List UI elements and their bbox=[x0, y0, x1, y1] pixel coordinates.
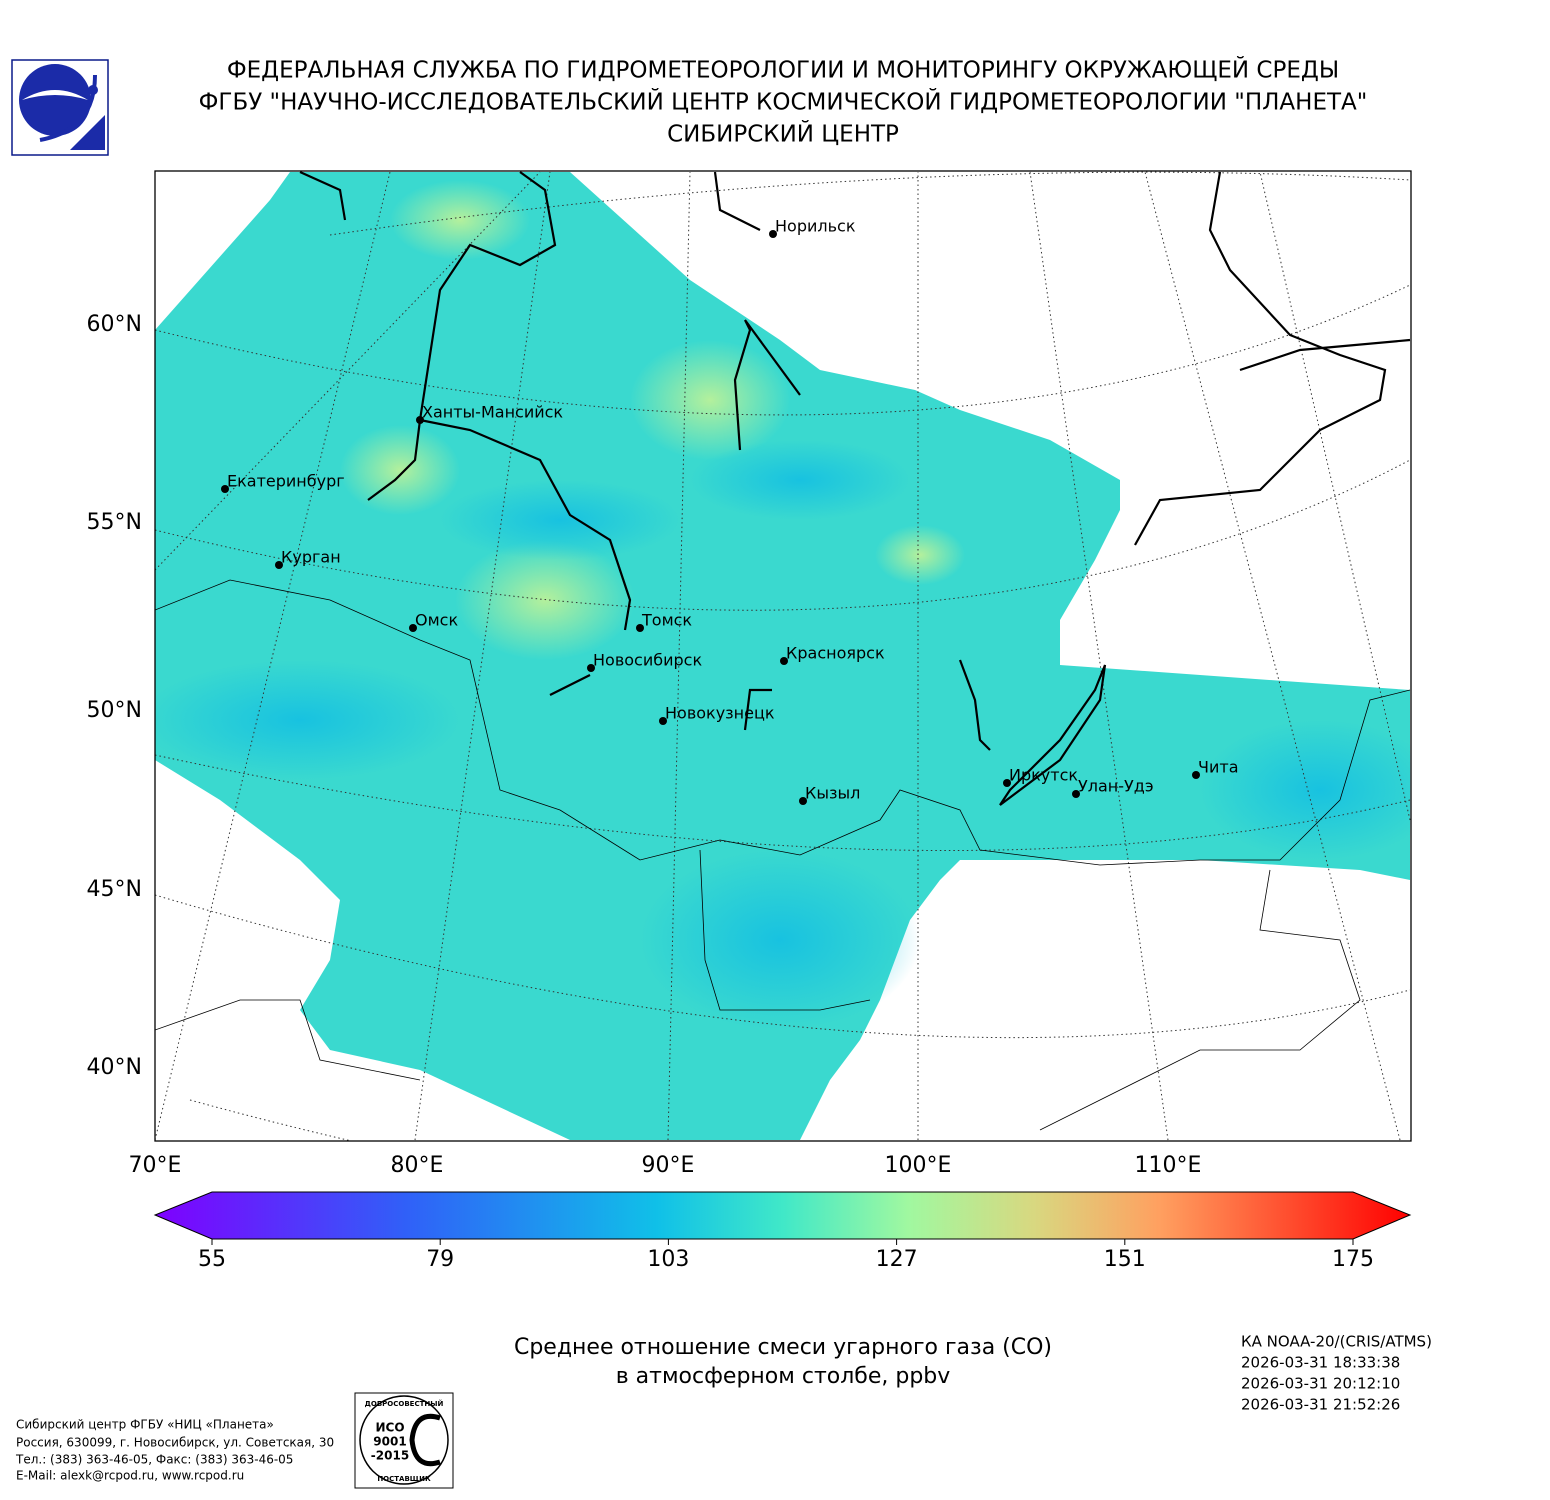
coastlines bbox=[299, 171, 1411, 806]
city-dot bbox=[221, 485, 229, 493]
lat-label: 55°N bbox=[87, 510, 142, 535]
city-label: Чита bbox=[1198, 758, 1239, 777]
colorbar-tick-label: 127 bbox=[876, 1247, 918, 1272]
iso-text: ДОБРОСОВЕСТНЫЙ bbox=[365, 1399, 444, 1408]
header-line: ФЕДЕРАЛЬНАЯ СЛУЖБА ПО ГИДРОМЕТЕОРОЛОГИИ … bbox=[227, 56, 1339, 84]
iso-text: -2015 bbox=[371, 1449, 409, 1463]
footer-line: Россия, 630099, г. Новосибирск, ул. Сове… bbox=[16, 1436, 334, 1450]
header-line: СИБИРСКИЙ ЦЕНТР bbox=[667, 120, 899, 148]
iso-text: ИСО bbox=[375, 1421, 404, 1435]
city-dot bbox=[769, 230, 777, 238]
co-field bbox=[155, 172, 1410, 1140]
iso-logo bbox=[354, 1392, 454, 1489]
colorbar-tick-label: 55 bbox=[198, 1247, 226, 1272]
city-label: Омск bbox=[415, 611, 458, 630]
colorbar-tick-label: 103 bbox=[647, 1247, 689, 1272]
satellite-info: КА NOAA-20/(CRIS/ATMS) bbox=[1241, 1333, 1432, 1351]
city-dot bbox=[587, 664, 595, 672]
city-dot bbox=[799, 797, 807, 805]
city-label: Новосибирск bbox=[593, 651, 702, 670]
satellite-info: 2026-03-31 21:52:26 bbox=[1241, 1396, 1400, 1414]
city-dot bbox=[636, 624, 644, 632]
city-dot bbox=[1192, 771, 1200, 779]
borders bbox=[155, 579, 1411, 1131]
city-label: Кызыл bbox=[805, 784, 860, 803]
map-area: Норильск Ханты-Мансийск Екатеринбург Курган… bbox=[155, 171, 1411, 1141]
satellite-info: 2026-03-31 18:33:38 bbox=[1241, 1354, 1400, 1372]
satellite-info: 2026-03-31 20:12:10 bbox=[1241, 1375, 1400, 1393]
colorbar-tick-label: 175 bbox=[1332, 1247, 1374, 1272]
city-label: Ханты-Мансийск bbox=[422, 403, 563, 422]
lat-label: 50°N bbox=[87, 698, 142, 723]
city-label: Екатеринбург bbox=[227, 472, 345, 491]
lat-label: 60°N bbox=[87, 312, 142, 337]
city-label: Иркутск bbox=[1009, 766, 1078, 785]
lon-label: 70°E bbox=[129, 1153, 182, 1178]
lat-label: 45°N bbox=[87, 877, 142, 902]
footer-line: E-Mail: alexk@rcpod.ru, www.rcpod.ru bbox=[16, 1469, 244, 1483]
city-label: Курган bbox=[281, 548, 341, 567]
city-dot bbox=[409, 624, 417, 632]
footer-line: Сибирский центр ФГБУ «НИЦ «Планета» bbox=[16, 1418, 274, 1432]
iso-text: 9001 bbox=[373, 1435, 406, 1449]
city-label: Норильск bbox=[775, 217, 856, 236]
lon-label: 90°E bbox=[642, 1153, 695, 1178]
graticule bbox=[155, 171, 1411, 1141]
colorbar-tick-label: 79 bbox=[426, 1247, 454, 1272]
city-label: Улан-Удэ bbox=[1078, 777, 1154, 796]
city-label: Томск bbox=[641, 611, 692, 630]
city-label: Красноярск bbox=[786, 644, 885, 663]
caption: Среднее отношение смеси угарного газа (C… bbox=[514, 1335, 1052, 1360]
city-dot bbox=[416, 416, 424, 424]
logo bbox=[11, 59, 109, 156]
city-label: Новокузнецк bbox=[665, 704, 775, 723]
colorbar bbox=[153, 1191, 1412, 1240]
city-dot bbox=[1072, 790, 1080, 798]
lon-label: 110°E bbox=[1135, 1153, 1202, 1178]
header-line: ФГБУ "НАУЧНО-ИССЛЕДОВАТЕЛЬСКИЙ ЦЕНТР КОС… bbox=[199, 88, 1368, 116]
map-frame bbox=[154, 170, 1412, 1142]
footer-line: Тел.: (383) 363-46-05, Факс: (383) 363-4… bbox=[15, 1453, 293, 1467]
iso-text: ПОСТАВЩИК bbox=[377, 1475, 431, 1483]
city-dot bbox=[1003, 779, 1011, 787]
colorbar-tick-label: 151 bbox=[1104, 1247, 1146, 1272]
city-dot bbox=[780, 657, 788, 665]
lon-label: 100°E bbox=[885, 1153, 952, 1178]
lat-label: 40°N bbox=[87, 1055, 142, 1080]
city-dot bbox=[659, 717, 667, 725]
caption: в атмосферном столбе, ppbv bbox=[616, 1364, 951, 1389]
lon-label: 80°E bbox=[391, 1153, 444, 1178]
city-dot bbox=[275, 561, 283, 569]
